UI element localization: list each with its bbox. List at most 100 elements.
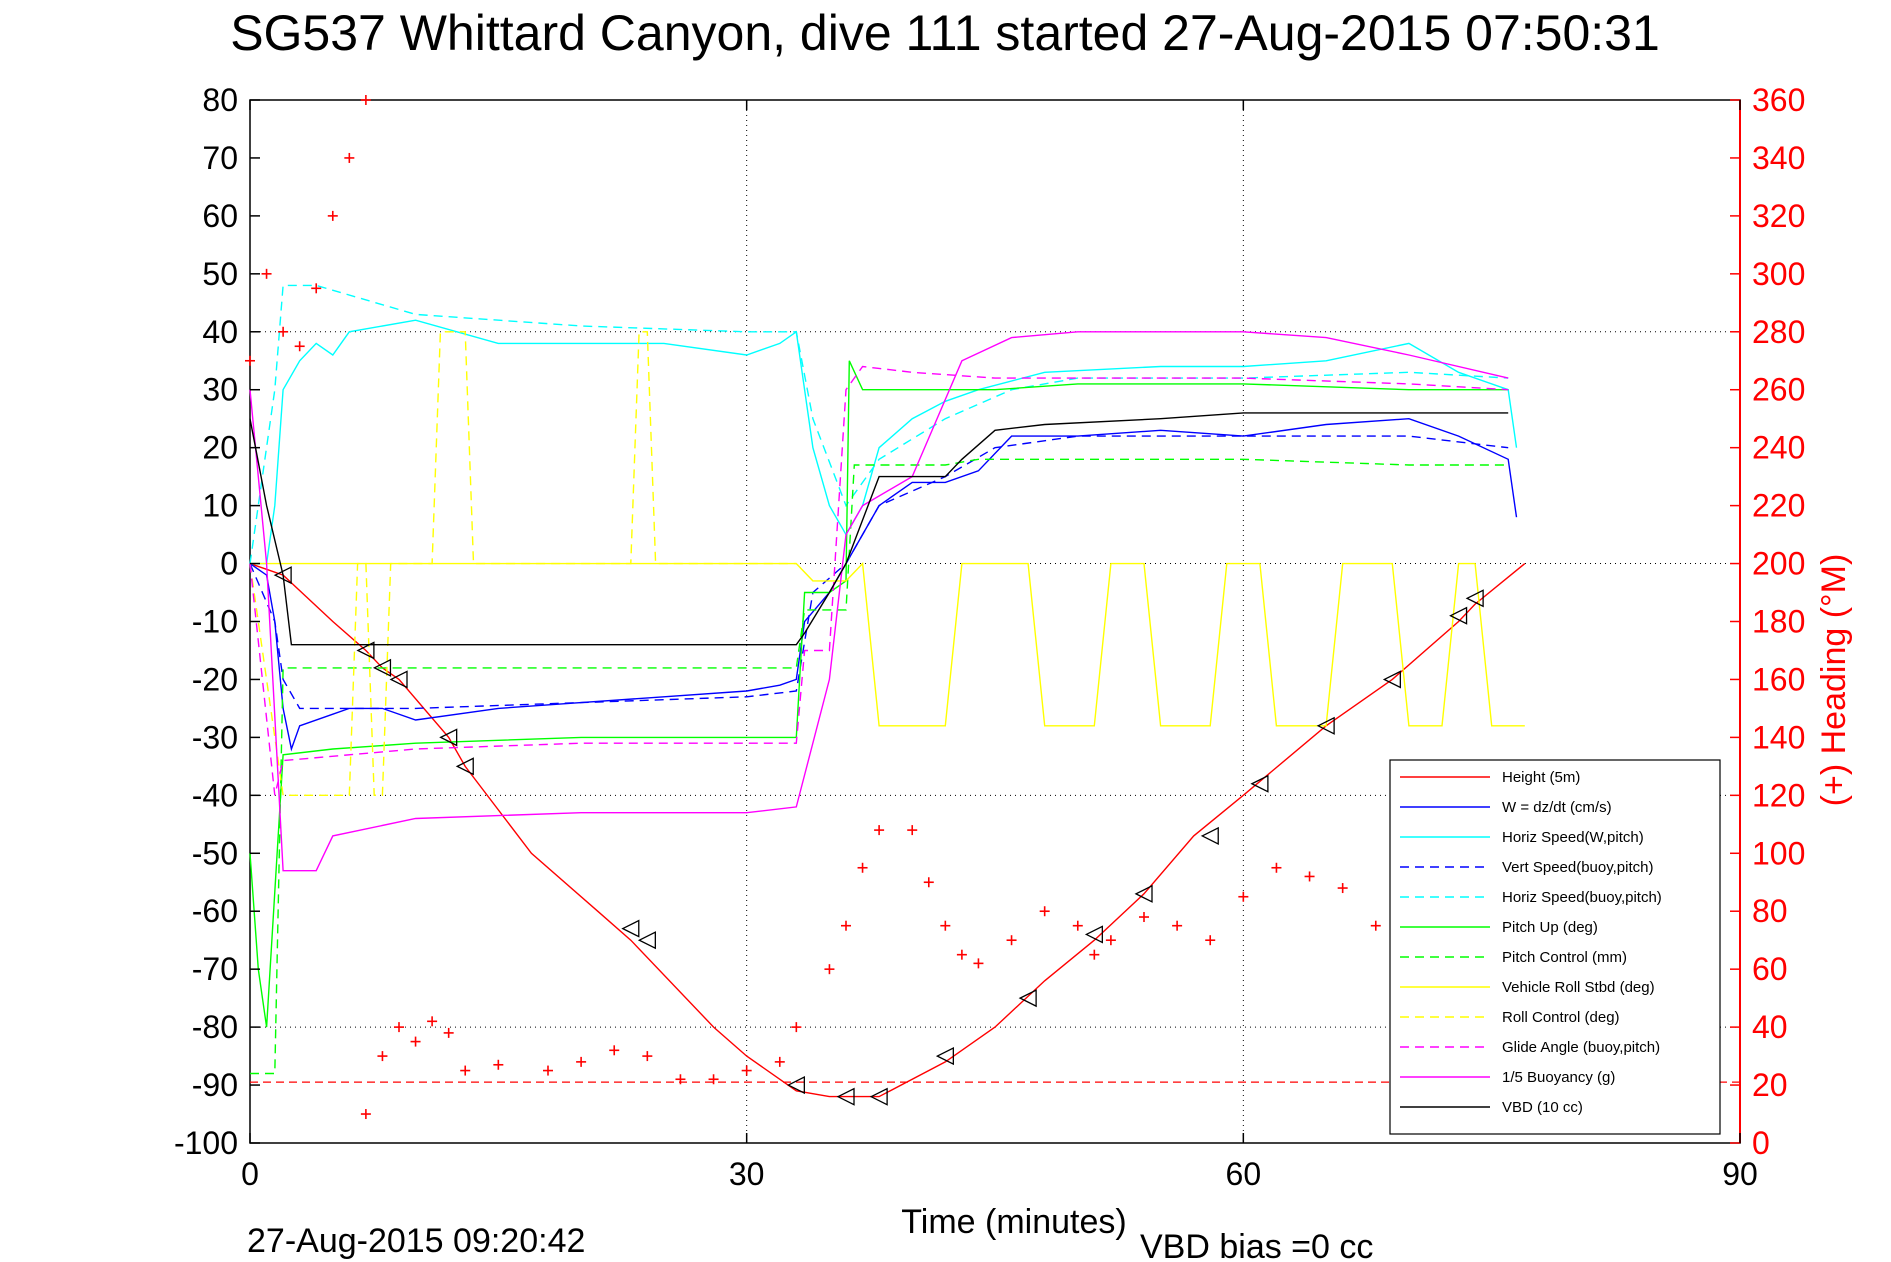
y-tick-label: 30 [202,372,238,408]
height-marker [1316,716,1335,735]
heading-point [1089,949,1100,960]
heading-point [1337,883,1348,894]
legend-label-4: Vert Speed(buoy,pitch) [1502,859,1653,876]
heading-point [576,1056,587,1067]
series-line-8 [250,562,1525,727]
heading-point [360,95,371,105]
y-tick-label: -70 [192,951,238,987]
series-line-6 [249,360,1509,1028]
footer-timestamp: 27-Aug-2015 09:20:42 [247,1222,585,1260]
x-axis-label: Time (minutes) [901,1203,1126,1241]
heading-point [493,1059,504,1070]
legend-label-2: W = dz/dt (cm/s) [1502,799,1612,816]
heading-point [940,920,951,931]
height-marker [1200,826,1219,845]
legend: Height (5m) W = dz/dt (cm/s) Horiz Speed(W… [1389,759,1721,1135]
grid-lines [249,99,1741,1144]
height-marker [389,670,408,689]
height-marker [1382,670,1401,689]
heading-point [460,1065,471,1076]
heading-point [360,1109,371,1120]
right-tick-label: 180 [1752,604,1805,640]
right-tick-label: 160 [1752,661,1805,697]
axes: 80706050403020100-10-20-30-40-50-60-70-8… [174,82,1805,1192]
legend-label-9: Roll Control (deg) [1502,1009,1620,1026]
heading-point [245,355,255,366]
height-marker [1084,925,1103,944]
heading-point [1039,906,1050,917]
heading-point [1304,871,1315,882]
heading-point [278,326,289,337]
y-tick-label: 70 [202,140,238,176]
heading-point [741,1065,752,1076]
height-marker [1134,884,1153,903]
height-marker [273,566,292,585]
heading-point [609,1045,620,1056]
right-tick-label: 300 [1752,256,1805,292]
right-tick-label: 240 [1752,430,1805,466]
y-tick-label: -90 [192,1067,238,1103]
y-tick-label: -40 [192,777,238,813]
y-tick-label: -80 [192,1009,238,1045]
heading-point [923,877,934,888]
legend-label-1: Height (5m) [1502,769,1580,786]
series-line-10 [249,365,1509,796]
height-marker [1250,774,1269,793]
legend-label-7: Pitch Control (mm) [1502,949,1627,966]
legend-label-6: Pitch Up (deg) [1502,919,1598,936]
series-line-2 [249,417,1518,752]
height-marker [637,931,656,950]
right-tick-label: 120 [1752,777,1805,813]
footer-vbd-bias: VBD bias =0 cc [1140,1228,1373,1262]
right-tick-label: 340 [1752,140,1805,176]
heading-point [1105,935,1116,946]
heading-point [774,1056,785,1067]
heading-point [443,1027,454,1038]
height-marker [1018,989,1037,1008]
heading-point [327,210,338,221]
height-marker [621,919,640,938]
heading-point [1139,912,1149,923]
chart-title: SG537 Whittard Canyon, dive 111 started … [230,5,1660,61]
height-marker [935,1047,954,1066]
x-tick-label: 0 [241,1156,259,1192]
y-tick-label: -100 [174,1125,238,1161]
heading-point [261,268,272,279]
right-tick-label: 360 [1752,82,1805,118]
height-marker [1465,589,1484,608]
right-tick-label: 40 [1752,1009,1788,1045]
series-line-9 [249,331,797,796]
heading-point [857,862,868,873]
heading-point [1271,862,1282,873]
heading-point [1072,920,1083,931]
y-tick-label: 10 [202,488,238,524]
legend-label-10: Glide Angle (buoy,pitch) [1502,1039,1660,1056]
right-tick-label: 60 [1752,951,1788,987]
heading-point [874,825,885,836]
right-tick-label: 280 [1752,314,1805,350]
y-tick-label: -30 [192,719,238,755]
right-tick-label: 200 [1752,546,1805,582]
heading-point [344,152,355,163]
y-tick-label: 50 [202,256,238,292]
heading-point [543,1065,553,1076]
legend-label-5: Horiz Speed(buoy,pitch) [1502,889,1662,906]
y-tick-label: -50 [192,835,238,871]
height-marker [439,728,458,747]
y-tick-label: -20 [192,661,238,697]
height-marker [356,641,375,660]
right-tick-label: 0 [1752,1125,1770,1161]
series-line-11 [249,331,1509,872]
heading-point [956,949,967,960]
heading-point [675,1074,686,1085]
legend-label-8: Vehicle Roll Stbd (deg) [1502,979,1655,996]
height-marker [869,1087,888,1106]
right-tick-label: 20 [1752,1067,1788,1103]
legend-label-12: VBD (10 cc) [1502,1099,1583,1116]
legend-box [1389,759,1721,1135]
right-tick-label: 320 [1752,198,1805,234]
heading-point [973,958,984,969]
height-marker [786,1076,805,1095]
y-tick-label: 60 [202,198,238,234]
x-tick-label: 30 [729,1156,765,1192]
